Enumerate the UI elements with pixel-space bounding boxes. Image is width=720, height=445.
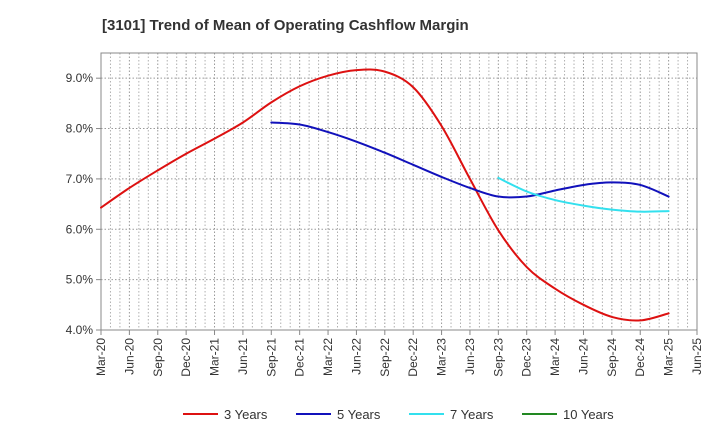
x-tick-label: Jun-24 [576,338,590,375]
x-tick-label: Sep-21 [264,338,278,377]
x-tick-label: Mar-24 [548,338,562,376]
y-tick-label: 4.0% [66,323,94,337]
x-tick-label: Jun-25 [690,338,704,375]
x-tick-label: Mar-20 [94,338,108,376]
y-axis: 4.0% 5.0% 6.0% 7.0% 8.0% 9.0% [66,71,101,337]
x-tick-label: Dec-21 [293,338,307,377]
x-tick-label: Dec-24 [633,338,647,377]
legend: 3 Years 5 Years 7 Years 10 Years [183,407,614,422]
x-tick-label: Dec-22 [406,338,420,377]
series-line-5-years [270,121,670,199]
y-tick-label: 7.0% [66,172,94,186]
x-tick-label: Mar-25 [662,338,676,376]
x-tick-label: Sep-24 [605,338,619,377]
y-tick-label: 8.0% [66,122,94,136]
x-tick-label: Dec-23 [520,338,534,377]
x-tick-label: Sep-20 [151,338,165,377]
series-lines [100,68,670,322]
chart-title: [3101] Trend of Mean of Operating Cashfl… [102,17,469,34]
series-line-7-years [497,176,670,213]
x-tick-label: Sep-23 [491,338,505,377]
x-tick-label: Mar-23 [435,338,449,376]
plot-frame [100,52,698,331]
series-line-3-years [100,68,670,322]
y-tick-label: 5.0% [66,273,94,287]
x-tick-label: Jun-21 [236,338,250,375]
x-tick-label: Jun-23 [463,338,477,375]
x-tick-label: Jun-22 [349,338,363,375]
y-tick-label: 9.0% [66,71,94,85]
x-tick-label: Mar-22 [321,338,335,376]
y-tick-label: 6.0% [66,222,94,236]
legend-label-3-years: 3 Years [224,407,268,422]
x-tick-label: Sep-22 [378,338,392,377]
legend-label-7-years: 7 Years [450,407,494,422]
x-tick-label: Mar-21 [208,338,222,376]
x-tick-label: Dec-20 [179,338,193,377]
x-tick-label: Jun-20 [122,338,136,375]
x-axis: Mar-20 Jun-20 Sep-20 Dec-20 Mar-21 Jun-21 Sep-… [94,330,704,377]
legend-label-5-years: 5 Years [337,407,381,422]
legend-label-10-years: 10 Years [563,407,614,422]
grid-lines [101,53,697,331]
